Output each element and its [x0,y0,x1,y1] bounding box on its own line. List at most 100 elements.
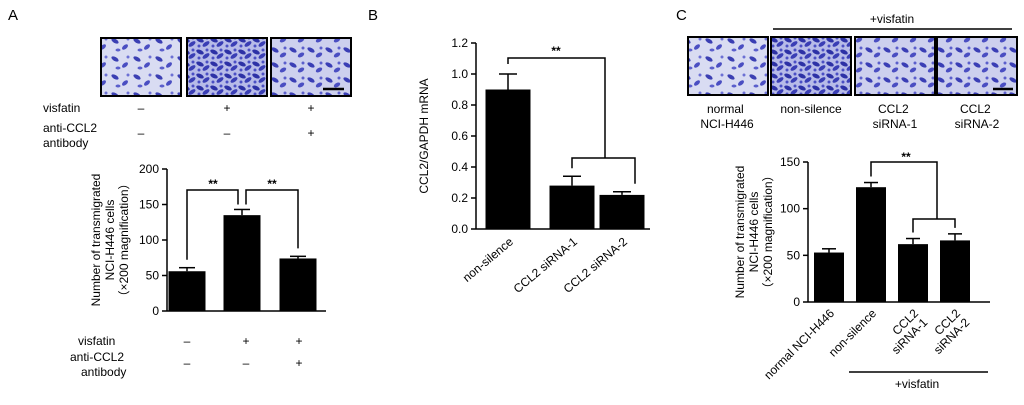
row-label-visfatin: visfatin [43,101,80,115]
y-axis-label-line: Number of transmigrated [89,174,103,307]
image-label-sirna-2-line1: CCL2 [960,102,991,116]
bar [898,244,928,302]
y-tick-label: 100 [139,233,159,247]
y-axis-label: Number of transmigratedNCI-H446 cells（×2… [89,174,131,307]
bar [856,187,886,302]
y-tick-label: 200 [139,162,159,176]
bar [549,185,595,229]
image-label-sirna-1: CCL2 siRNA-1 [873,102,918,131]
row-label-visfatin-bottom: visfatin [78,334,115,348]
micrograph-visfatin-anti-ccl2 [270,37,352,97]
y-tick-label: 1.0 [451,67,468,81]
significance-bracket [571,157,636,184]
top-visfatin-label: +visfatin [870,12,914,26]
y-tick-label: 1.2 [451,36,468,50]
significance-label: ** [208,177,218,191]
image-label-sirna-1-line1: CCL2 [878,102,909,116]
row-label-anti-ccl2-line2: antibody [43,136,88,150]
bar [940,240,970,302]
y-tick-label: 0.2 [451,191,468,205]
cell-anti-ccl2-1: – [138,126,145,140]
y-tick-label: 0.0 [451,222,468,236]
x-tick-label: non-silence [460,234,516,284]
panel-b-label: B [368,7,378,24]
row-label-anti-ccl2-bottom-line2: antibody [81,365,126,379]
y-axis-label-line: （×200 magnification） [761,169,775,294]
panel-c: C +visfatin normal NCI-H446 non-silence … [676,7,1018,391]
micrograph-control [100,37,182,97]
y-tick-label: 0.8 [451,98,468,112]
chart-b: 0.0 0.2 0.4 0.6 0.8 1.0 1.2 CCL2/GAPDH mRNA ** no… [417,36,650,296]
bar [223,215,261,311]
row-label-anti-ccl2: anti-CCL2 antibody [43,121,100,150]
chart-c: 0 50 100 150 Number of transmigratedNCI-H446… [733,150,990,382]
micrograph-visfatin [186,37,268,97]
y-axis-label: CCL2/GAPDH mRNA [417,78,431,193]
significance-label: ** [551,44,561,58]
significance-bracket [870,161,938,219]
y-axis-label-line: Number of transmigrated [733,166,747,299]
y-axis-label-line: NCI-H446 cells [747,192,761,273]
y-tick-label: 0.6 [451,129,468,143]
y-tick-label: 150 [780,155,800,169]
cell-bottom-anti-ccl2-3: + [295,356,302,370]
bar [485,89,531,229]
y-axis-label-line: NCI-H446 cells [103,200,117,281]
y-tick-label: 150 [139,198,159,212]
cell-visfatin-2: + [223,101,230,115]
micrograph-sirna-1 [854,36,936,96]
panel-c-micrographs [687,36,1018,96]
x-tick-label: CCL2siRNA-2 [922,306,973,357]
cell-bottom-anti-ccl2-2: – [243,356,250,370]
y-axis-label-line: CCL2/GAPDH mRNA [417,78,431,193]
panel-c-label: C [676,7,687,24]
micrograph-normal [687,36,769,96]
y-tick-label: 50 [146,269,160,283]
image-label-normal: normal NCI-H446 [700,102,754,131]
bar [279,258,317,311]
y-tick-label: 50 [787,248,801,262]
cell-bottom-visfatin-2: + [242,334,249,348]
row-label-anti-ccl2-bottom-line1: anti-CCL2 [70,350,124,364]
panel-a-treatment-table-bottom: visfatin – + + anti-CCL2 antibody – – + [70,334,303,379]
significance-label: ** [901,150,911,164]
cell-anti-ccl2-3: + [307,126,314,140]
cell-visfatin-1: – [138,101,145,115]
panel-a: A visfatin – + + anti-CCL2 antibody – – … [8,7,352,379]
panel-a-label: A [8,7,18,24]
bar [814,252,844,302]
y-tick-label: 0 [152,304,159,318]
significance-bracket [912,218,956,233]
x-tick-label: CCL2siRNA-1 [880,306,931,357]
y-axis-label: Number of transmigratedNCI-H446 cells（×2… [733,166,775,299]
y-tick-label: 100 [780,202,800,216]
cell-bottom-visfatin-1: – [184,334,191,348]
significance-label: ** [267,177,277,191]
row-label-anti-ccl2-line1: anti-CCL2 [43,121,97,135]
y-axis-label-line: （×200 magnification） [117,177,131,302]
panel-a-treatment-table-top: visfatin – + + anti-CCL2 antibody – – + [43,101,315,150]
chart-a: 0 50 100 150 200 Number of transmigratedNCI-H… [89,162,326,318]
image-label-sirna-2: CCL2 siRNA-2 [955,102,1000,131]
micrograph-sirna-2 [936,36,1018,96]
significance-bracket [186,189,239,260]
panel-b: B 0.0 0.2 0.4 0.6 0.8 1.0 1.2 CCL2/GAPDH mRNA **… [368,7,650,296]
image-label-sirna-2-line2: siRNA-2 [955,117,1000,131]
cell-visfatin-3: + [307,101,314,115]
significance-bracket [507,57,606,158]
cell-bottom-anti-ccl2-1: – [184,356,191,370]
bar [168,271,206,311]
bottom-visfatin-label: +visfatin [895,377,939,391]
significance-bracket [245,189,299,249]
image-label-sirna-1-line2: siRNA-1 [873,117,918,131]
cell-bottom-visfatin-3: + [295,334,302,348]
y-tick-label: 0 [793,295,800,309]
x-tick-label-line: normal NCI-H446 [761,306,837,382]
cell-anti-ccl2-2: – [224,126,231,140]
panel-c-image-labels: normal NCI-H446 non-silence CCL2 siRNA-1… [700,102,999,131]
row-label-anti-ccl2-bottom: anti-CCL2 antibody [70,350,127,379]
x-tick-label: normal NCI-H446 [761,306,837,382]
y-tick-label: 0.4 [451,160,468,174]
image-label-normal-line1: normal [707,102,744,116]
